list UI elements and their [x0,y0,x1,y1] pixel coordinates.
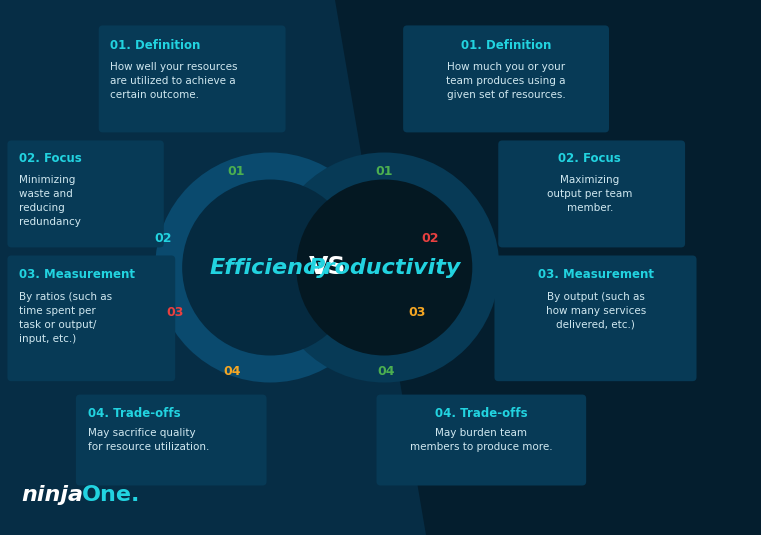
Text: Productivity: Productivity [308,257,460,278]
Text: May burden team
members to produce more.: May burden team members to produce more. [409,428,552,452]
Text: 02. Focus: 02. Focus [559,152,621,165]
FancyBboxPatch shape [76,395,266,485]
Text: ninja: ninja [21,485,83,505]
Text: Efficiency: Efficiency [209,257,331,278]
Text: VS: VS [308,256,346,279]
Text: 02: 02 [155,232,172,244]
Text: 04. Trade-offs: 04. Trade-offs [88,407,180,419]
Text: By output (such as
how many services
delivered, etc.): By output (such as how many services del… [546,292,646,330]
Text: 03. Measurement: 03. Measurement [538,268,654,280]
Text: 01: 01 [376,165,393,178]
FancyBboxPatch shape [403,26,609,132]
Text: How well your resources
are utilized to achieve a
certain outcome.: How well your resources are utilized to … [110,62,238,100]
Text: 03: 03 [409,307,425,319]
FancyBboxPatch shape [8,141,164,247]
Ellipse shape [182,180,358,355]
Text: 02. Focus: 02. Focus [19,152,81,165]
Text: 04. Trade-offs: 04. Trade-offs [435,407,527,419]
FancyBboxPatch shape [495,256,696,381]
Ellipse shape [296,180,473,355]
Text: 02: 02 [422,232,438,244]
Text: 01. Definition: 01. Definition [461,39,551,51]
Text: 04: 04 [224,365,240,378]
Text: 03: 03 [167,307,183,319]
Text: 01: 01 [228,165,244,178]
Text: 01. Definition: 01. Definition [110,39,201,51]
Text: Minimizing
waste and
reducing
redundancy: Minimizing waste and reducing redundancy [19,175,81,227]
Ellipse shape [155,152,385,383]
Text: Maximizing
output per team
member.: Maximizing output per team member. [547,175,632,213]
FancyBboxPatch shape [498,141,685,247]
Text: 03. Measurement: 03. Measurement [19,268,135,280]
FancyBboxPatch shape [99,26,285,132]
Text: 04: 04 [378,365,395,378]
Text: By ratios (such as
time spent per
task or output/
input, etc.): By ratios (such as time spent per task o… [19,292,112,343]
FancyBboxPatch shape [8,256,175,381]
Text: One.: One. [81,485,140,505]
Ellipse shape [269,152,499,383]
Polygon shape [335,0,761,535]
Text: May sacrifice quality
for resource utilization.: May sacrifice quality for resource utili… [88,428,209,452]
FancyBboxPatch shape [377,395,586,485]
Text: How much you or your
team produces using a
given set of resources.: How much you or your team produces using… [446,62,566,100]
